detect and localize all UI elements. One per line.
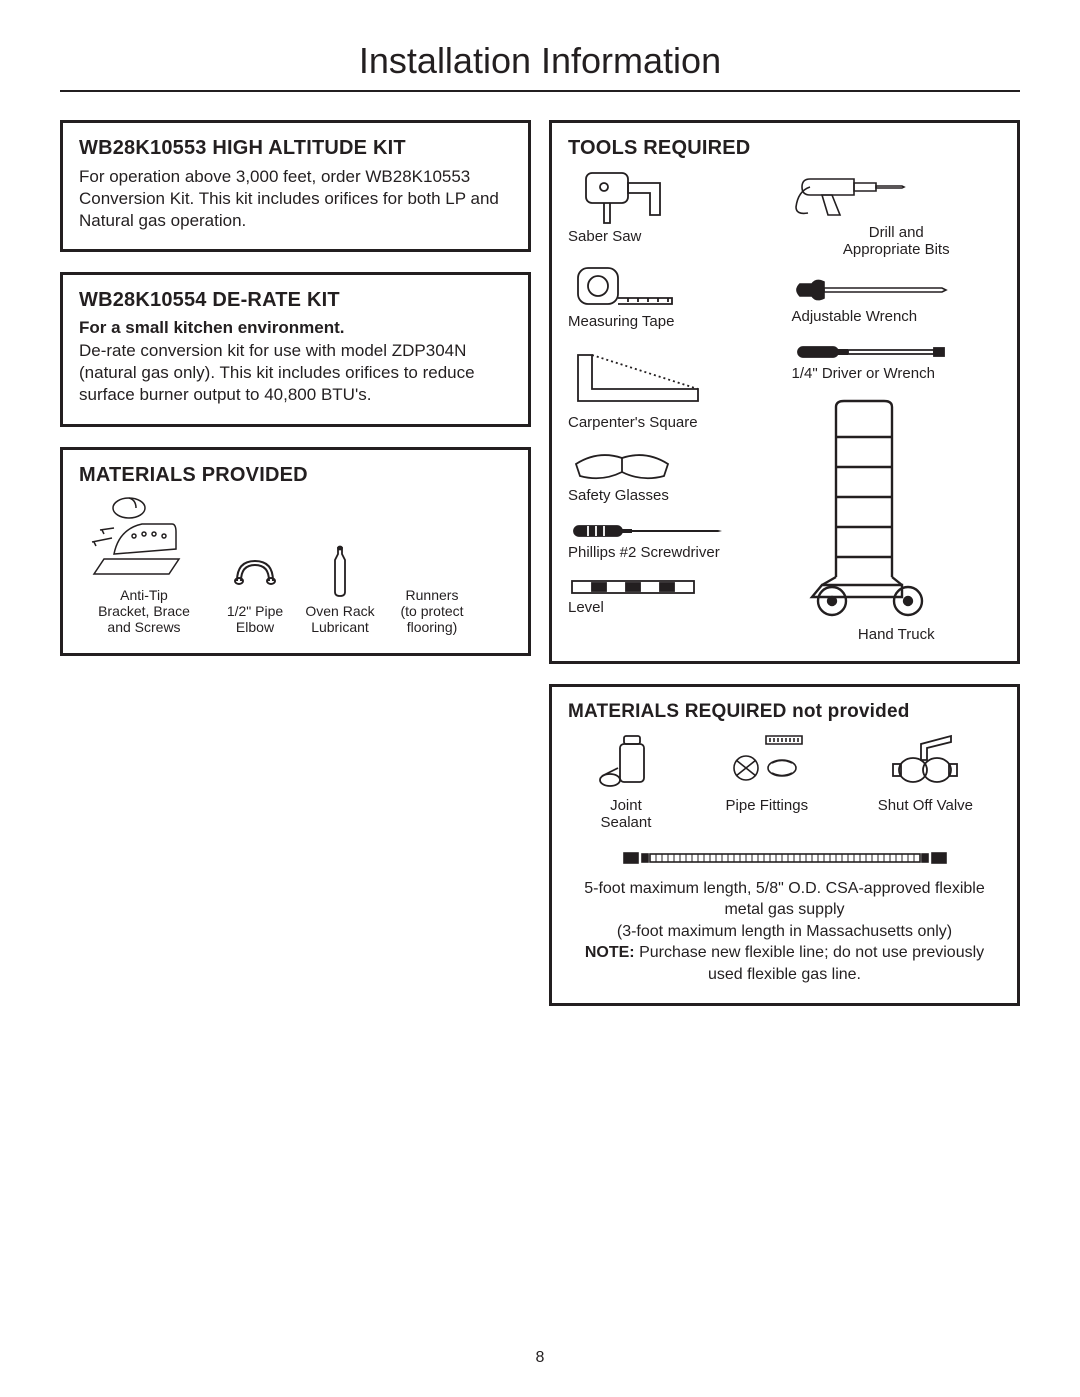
matreq-joint-sealant: JointSealant xyxy=(596,729,656,832)
tools-wrap: Saber Saw Measuring Tape xyxy=(568,166,1001,643)
tool-safety-glasses-label: Safety Glasses xyxy=(568,487,778,504)
matreq-joint-sealant-label: JointSealant xyxy=(601,797,652,832)
high-altitude-kit-box: WB28K10553 HIGH ALTITUDE KIT For operati… xyxy=(60,120,531,252)
pipe-fittings-icon xyxy=(722,729,812,793)
tools-right-col: Drill andAppropriate Bits Adjustable Wre… xyxy=(792,166,1002,643)
tools-required-box: TOOLS REQUIRED Saber Saw xyxy=(549,120,1020,664)
tool-saber-saw: Saber Saw xyxy=(568,166,778,245)
de-rate-kit-body: De-rate conversion kit for use with mode… xyxy=(79,340,512,405)
high-altitude-kit-heading: WB28K10553 HIGH ALTITUDE KIT xyxy=(79,137,512,160)
material-runners: Runners(to protectflooring) xyxy=(389,527,475,635)
note-line-2: (3-foot maximum length in Massachusetts … xyxy=(568,921,1001,943)
tool-drill-label: Drill andAppropriate Bits xyxy=(792,224,1002,258)
right-column: TOOLS REQUIRED Saber Saw xyxy=(549,120,1020,1006)
de-rate-kit-box: WB28K10554 DE-RATE KIT For a small kitch… xyxy=(60,272,531,426)
material-anti-tip-label: Anti-TipBracket, Braceand Screws xyxy=(98,587,190,635)
safety-glasses-icon xyxy=(568,445,778,487)
tools-required-heading: TOOLS REQUIRED xyxy=(568,137,1001,160)
tool-driver-label: 1/4" Driver or Wrench xyxy=(792,365,1002,382)
phillips-screwdriver-icon xyxy=(568,518,778,544)
tool-hand-truck-label: Hand Truck xyxy=(792,626,1002,643)
joint-sealant-icon xyxy=(596,729,656,793)
tool-carpenter-square: Carpenter's Square xyxy=(568,344,778,431)
materials-provided-row: Anti-TipBracket, Braceand Screws 1/2" Pi… xyxy=(79,493,512,635)
tool-saber-saw-label: Saber Saw xyxy=(568,228,778,245)
materials-provided-box: MATERIALS PROVIDED A xyxy=(60,447,531,656)
note-bold: NOTE: xyxy=(585,944,635,961)
anti-tip-bracket-icon xyxy=(84,493,204,583)
left-column: WB28K10553 HIGH ALTITUDE KIT For operati… xyxy=(60,120,531,1006)
level-icon xyxy=(568,575,778,599)
tool-carpenter-square-label: Carpenter's Square xyxy=(568,414,778,431)
flexible-gas-line-icon xyxy=(568,848,1001,868)
de-rate-kit-heading: WB28K10554 DE-RATE KIT xyxy=(79,289,512,312)
tool-level-label: Level xyxy=(568,599,778,616)
tool-adjustable-wrench: Adjustable Wrench xyxy=(792,272,1002,325)
tool-adjustable-wrench-label: Adjustable Wrench xyxy=(792,308,1002,325)
note-line-3: NOTE: Purchase new flexible line; do not… xyxy=(568,942,1001,985)
de-rate-kit-subheading: For a small kitchen environment. xyxy=(79,318,512,338)
drill-icon xyxy=(792,166,1002,224)
matreq-shut-off-valve: Shut Off Valve xyxy=(878,729,973,832)
tool-phillips-screwdriver-label: Phillips #2 Screwdriver xyxy=(568,544,778,561)
tools-left-col: Saber Saw Measuring Tape xyxy=(568,166,778,643)
tool-hand-truck: Hand Truck xyxy=(792,396,1002,643)
tool-phillips-screwdriver: Phillips #2 Screwdriver xyxy=(568,518,778,561)
runners-icon xyxy=(397,527,467,583)
material-lubricant-label: Oven RackLubricant xyxy=(305,603,374,635)
high-altitude-kit-body: For operation above 3,000 feet, order WB… xyxy=(79,166,512,231)
material-pipe-elbow: 1/2" PipeElbow xyxy=(219,543,291,635)
note-after-bold: Purchase new flexible line; do not use p… xyxy=(635,944,985,983)
measuring-tape-icon xyxy=(568,259,778,313)
shut-off-valve-icon xyxy=(885,729,965,793)
tool-drill: Drill andAppropriate Bits xyxy=(792,166,1002,258)
materials-required-box: MATERIALS REQUIRED not provided JointSea… xyxy=(549,684,1020,1006)
materials-required-heading: MATERIALS REQUIRED not provided xyxy=(568,701,1001,723)
tool-safety-glasses: Safety Glasses xyxy=(568,445,778,504)
tool-measuring-tape: Measuring Tape xyxy=(568,259,778,330)
material-pipe-elbow-label: 1/2" PipeElbow xyxy=(227,603,283,635)
page-number: 8 xyxy=(0,1349,1080,1367)
material-anti-tip: Anti-TipBracket, Braceand Screws xyxy=(79,493,209,635)
matreq-pipe-fittings-label: Pipe Fittings xyxy=(726,797,809,814)
materials-required-row: JointSealant Pipe Fittings xyxy=(568,729,1001,832)
tool-level: Level xyxy=(568,575,778,616)
pipe-elbow-icon xyxy=(231,543,279,599)
materials-required-note: 5-foot maximum length, 5/8" O.D. CSA-app… xyxy=(568,878,1001,986)
saber-saw-icon xyxy=(568,166,778,228)
tool-measuring-tape-label: Measuring Tape xyxy=(568,313,778,330)
page-title: Installation Information xyxy=(60,40,1020,82)
two-column-layout: WB28K10553 HIGH ALTITUDE KIT For operati… xyxy=(60,120,1020,1006)
matreq-pipe-fittings: Pipe Fittings xyxy=(722,729,812,832)
hand-truck-icon xyxy=(792,396,1002,626)
note-line-1: 5-foot maximum length, 5/8" O.D. CSA-app… xyxy=(568,878,1001,921)
driver-icon xyxy=(792,339,1002,365)
matreq-shut-off-valve-label: Shut Off Valve xyxy=(878,797,973,814)
material-runners-label: Runners(to protectflooring) xyxy=(400,587,463,635)
materials-provided-heading: MATERIALS PROVIDED xyxy=(79,464,512,487)
title-rule xyxy=(60,90,1020,92)
carpenter-square-icon xyxy=(568,344,778,414)
tool-driver: 1/4" Driver or Wrench xyxy=(792,339,1002,382)
lubricant-bottle-icon xyxy=(325,543,355,599)
material-lubricant: Oven RackLubricant xyxy=(301,543,379,635)
adjustable-wrench-icon xyxy=(792,272,1002,308)
